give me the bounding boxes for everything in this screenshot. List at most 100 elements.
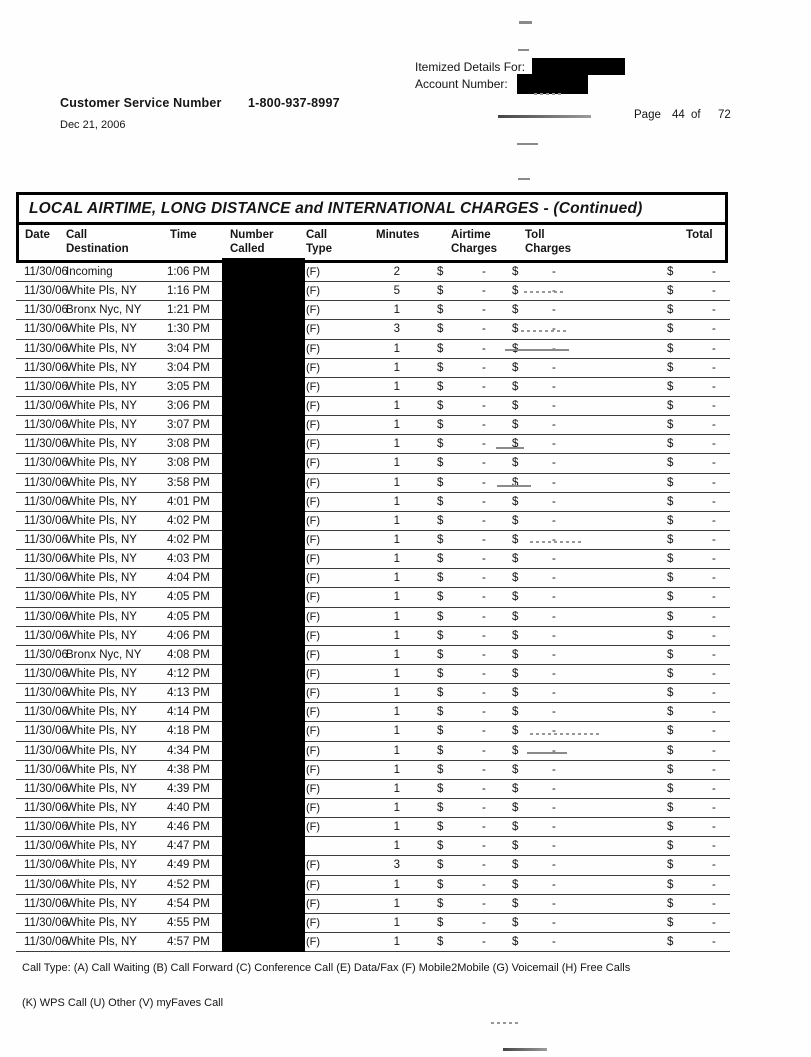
- cell-total-dollar: $: [667, 591, 674, 604]
- cell-airtime-dollar: $: [437, 897, 444, 910]
- cell-call-type: (F): [306, 821, 321, 834]
- cell-minutes: 1: [393, 801, 400, 814]
- cell-time: 4:55 PM: [167, 916, 210, 929]
- cell-airtime-amount: -: [482, 897, 486, 910]
- cell-toll-amount: -: [552, 725, 556, 738]
- cell-destination: White Pls, NY: [66, 591, 137, 604]
- cell-destination: White Pls, NY: [66, 763, 137, 776]
- cell-minutes: 1: [393, 687, 400, 700]
- cell-airtime-dollar: $: [437, 342, 444, 355]
- cell-minutes: 1: [393, 304, 400, 317]
- cell-toll-amount: -: [552, 840, 556, 853]
- cell-minutes: 1: [393, 591, 400, 604]
- cell-minutes: 2: [393, 266, 400, 278]
- cell-total-amount: -: [712, 457, 716, 470]
- cell-total-amount: -: [712, 514, 716, 527]
- cell-airtime-amount: -: [482, 706, 486, 719]
- cell-airtime-amount: -: [482, 266, 486, 278]
- cell-toll-dollar: $: [512, 572, 519, 585]
- cell-toll-amount: -: [552, 801, 556, 814]
- col-header-destination-line1: Call: [66, 229, 88, 241]
- table-row: 11/30/06 Bronx Nyc, NY 4:08 PM (F) 1 $ -…: [16, 646, 730, 665]
- table-row: 11/30/06 Incoming 1:06 PM (F) 2 $ - $ - …: [16, 263, 730, 283]
- cell-total-dollar: $: [667, 266, 674, 278]
- cell-airtime-amount: -: [482, 553, 486, 566]
- cell-total-dollar: $: [667, 840, 674, 853]
- scan-artifact: [518, 178, 530, 180]
- cell-airtime-amount: -: [482, 859, 486, 872]
- cell-minutes: 1: [393, 419, 400, 432]
- cell-time: 4:13 PM: [167, 687, 210, 700]
- cell-toll-amount: -: [552, 304, 556, 317]
- cell-airtime-amount: -: [482, 285, 486, 298]
- table-row: 11/30/06 White Pls, NY 3:58 PM (F) 1 $ -…: [16, 474, 730, 493]
- cell-time: 3:07 PM: [167, 419, 210, 432]
- cell-toll-dollar: $: [512, 399, 519, 412]
- table-row: 11/30/06 White Pls, NY 4:12 PM (F) 1 $ -…: [16, 665, 730, 685]
- cell-total-amount: -: [712, 935, 716, 948]
- cell-call-type: (F): [306, 687, 321, 700]
- scan-artifact: [505, 349, 569, 351]
- cell-airtime-dollar: $: [437, 514, 444, 527]
- cell-minutes: 1: [393, 648, 400, 661]
- cell-time: 4:02 PM: [167, 533, 210, 546]
- cell-call-type: (F): [306, 610, 321, 623]
- cell-date: 11/30/06: [24, 935, 68, 948]
- cell-toll-dollar: $: [512, 725, 519, 738]
- cell-time: 4:47 PM: [167, 840, 210, 853]
- cell-total-amount: -: [712, 744, 716, 757]
- cell-time: 4:52 PM: [167, 878, 210, 891]
- table-row: 11/30/06 Bronx Nyc, NY 1:21 PM (F) 1 $ -…: [16, 301, 730, 321]
- scan-artifact: [518, 49, 529, 51]
- col-header-date-line1: Date: [25, 229, 50, 241]
- cell-minutes: 1: [393, 782, 400, 795]
- cell-toll-dollar: $: [512, 304, 519, 317]
- cell-call-type: (F): [306, 419, 321, 432]
- cell-time: 3:04 PM: [167, 361, 210, 374]
- cell-minutes: 1: [393, 878, 400, 891]
- customer-service-number: 1-800-937-8997: [248, 96, 340, 110]
- cell-total-amount: -: [712, 725, 716, 738]
- page-label: Page: [634, 109, 661, 121]
- scan-artifact: [524, 291, 564, 293]
- cell-toll-dollar: $: [512, 610, 519, 623]
- cell-toll-dollar: $: [512, 648, 519, 661]
- cell-airtime-amount: -: [482, 821, 486, 834]
- cell-date: 11/30/06: [24, 533, 68, 546]
- itemized-details-label: Itemized Details For:: [415, 60, 526, 74]
- cell-date: 11/30/06: [24, 399, 68, 412]
- cell-airtime-dollar: $: [437, 495, 444, 508]
- cell-time: 3:08 PM: [167, 457, 210, 470]
- cell-call-type: (F): [306, 744, 321, 757]
- cell-call-type: (F): [306, 399, 321, 412]
- col-header-minutes: Minutes: [376, 228, 419, 242]
- cell-time: 1:30 PM: [167, 323, 210, 336]
- cell-date: 11/30/06: [24, 514, 68, 527]
- cell-call-type: (F): [306, 648, 321, 661]
- cell-toll-amount: -: [552, 687, 556, 700]
- cell-destination: Incoming: [66, 266, 113, 278]
- cell-total-dollar: $: [667, 438, 674, 451]
- cell-time: 4:57 PM: [167, 935, 210, 948]
- cell-toll-dollar: $: [512, 667, 519, 680]
- cell-date: 11/30/06: [24, 438, 68, 451]
- cell-toll-dollar: $: [512, 782, 519, 795]
- cell-time: 4:49 PM: [167, 859, 210, 872]
- cell-toll-dollar: $: [512, 916, 519, 929]
- cell-minutes: 1: [393, 629, 400, 642]
- cell-destination: White Pls, NY: [66, 361, 137, 374]
- cell-call-type: (F): [306, 361, 321, 374]
- cell-toll-dollar: $: [512, 342, 518, 357]
- cell-destination: White Pls, NY: [66, 667, 137, 680]
- cell-date: 11/30/06: [24, 495, 68, 508]
- cell-airtime-amount: -: [482, 687, 486, 700]
- cell-call-type: (F): [306, 667, 321, 680]
- table-row: 11/30/06 White Pls, NY 4:18 PM (F) 1 $ -…: [16, 722, 730, 742]
- table-row: 11/30/06 White Pls, NY 4:38 PM (F) 1 $ -…: [16, 761, 730, 780]
- table-row: 11/30/06 White Pls, NY 4:02 PM (F) 1 $ -…: [16, 512, 730, 531]
- cell-toll-dollar: $: [512, 706, 519, 719]
- cell-airtime-amount: -: [482, 572, 486, 585]
- cell-call-type: (F): [306, 572, 321, 585]
- table-row: 11/30/06 White Pls, NY 4:47 PM 1 $ - $ -…: [16, 837, 730, 857]
- cell-total-amount: -: [712, 533, 716, 546]
